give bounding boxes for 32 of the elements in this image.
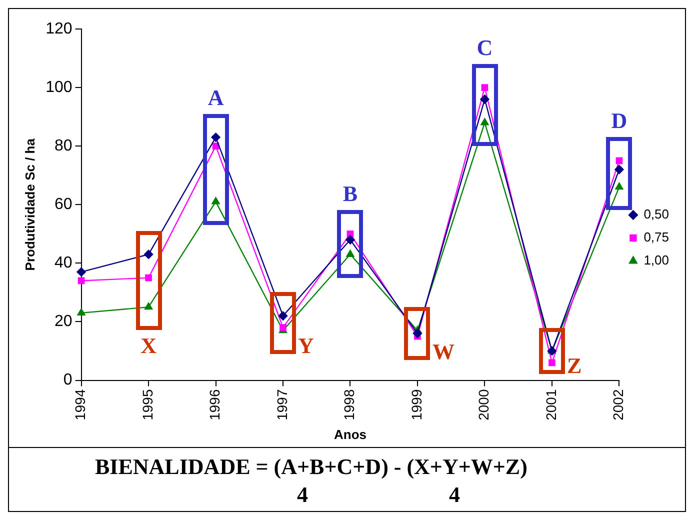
annotation: X <box>140 333 158 360</box>
annotation: D <box>610 108 628 134</box>
y-tick-label: 80 <box>54 137 72 154</box>
legend-label: 1,00 <box>644 252 670 268</box>
text: 4 <box>449 482 460 508</box>
annotation: B <box>342 181 359 208</box>
text: 4 <box>297 482 308 508</box>
annotation: C <box>476 35 494 62</box>
y-tick-label: 120 <box>46 20 72 38</box>
x-tick-label: 2000 <box>476 389 492 420</box>
annotation: Y <box>298 332 315 359</box>
x-tick-label: 1999 <box>408 389 424 420</box>
legend-label: 0,75 <box>644 230 670 245</box>
annotation: Z <box>566 353 583 380</box>
x-axis-title: Anos <box>334 426 366 442</box>
x-tick-label: 1997 <box>274 389 290 420</box>
x-tick-label: 1998 <box>341 389 358 420</box>
y-tick-label: 40 <box>54 254 72 272</box>
x-tick-label: 1995 <box>139 389 156 420</box>
annotation: W <box>432 338 456 365</box>
x-tick-label: 1994 <box>72 389 88 420</box>
x-tick-label: 2001 <box>542 389 559 420</box>
x-tick-label: 2002 <box>610 389 626 420</box>
y-tick-label: 100 <box>46 78 72 96</box>
annotation: A <box>206 84 225 111</box>
x-tick-label: 1996 <box>206 389 223 420</box>
y-axis-title: Produtividade Sc / ha <box>22 138 38 271</box>
legend-label: 0,50 <box>644 206 670 222</box>
y-tick-label: 60 <box>54 196 72 214</box>
y-tick-label: 20 <box>54 313 72 330</box>
text: BIENALIDADE = (A+B+C+D) - (X+Y+W+Z) <box>95 454 528 480</box>
y-tick-label: 0 <box>63 372 72 389</box>
